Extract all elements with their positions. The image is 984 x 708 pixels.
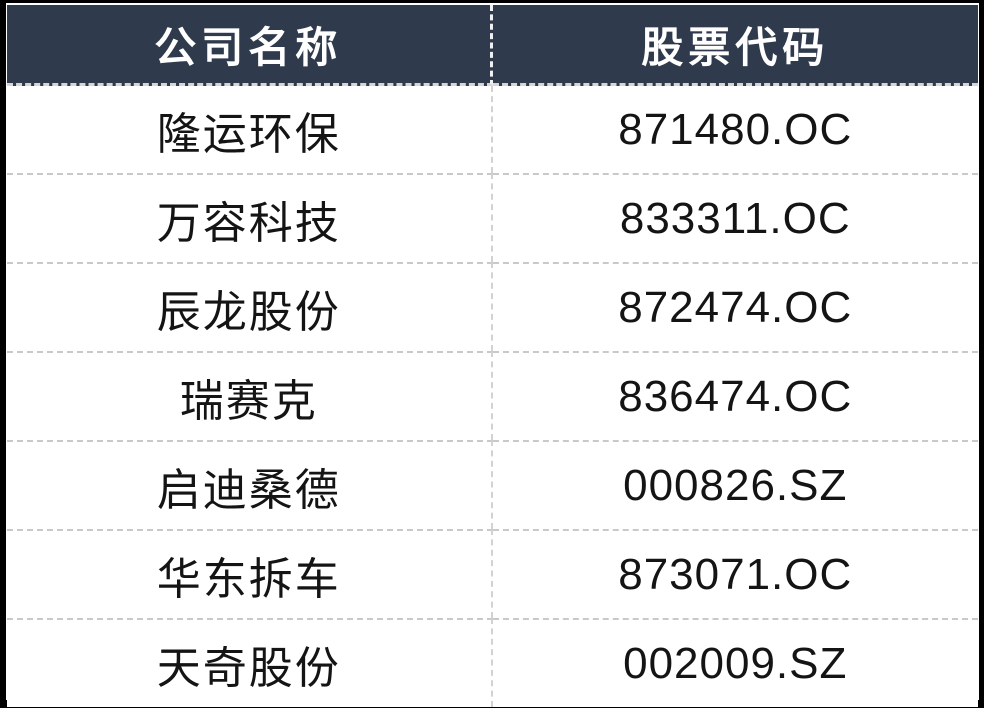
column-header-stock-code: 股票代码: [492, 5, 978, 86]
company-name-cell: 华东拆车: [7, 529, 493, 618]
company-name-cell: 辰龙股份: [7, 262, 493, 351]
header-row: 公司名称 股票代码: [7, 5, 978, 86]
company-name-cell: 天奇股份: [7, 618, 493, 707]
stock-table: 公司名称 股票代码 隆运环保 871480.OC 万容科技 833311.OC 辰龙股份…: [7, 5, 978, 707]
table-row: 万容科技 833311.OC: [7, 173, 978, 262]
table-row: 启迪桑德 000826.SZ: [7, 440, 978, 529]
company-name-cell: 启迪桑德: [7, 440, 493, 529]
table-row: 辰龙股份 872474.OC: [7, 262, 978, 351]
table-row: 天奇股份 002009.SZ: [7, 618, 978, 707]
table-body: 隆运环保 871480.OC 万容科技 833311.OC 辰龙股份 872474.OC 瑞…: [7, 86, 978, 707]
company-name-cell: 隆运环保: [7, 86, 493, 173]
stock-code-cell: 002009.SZ: [492, 618, 978, 707]
table-header: 公司名称 股票代码: [7, 5, 978, 86]
stock-code-cell: 833311.OC: [492, 173, 978, 262]
stock-code-cell: 873071.OC: [492, 529, 978, 618]
stock-code-cell: 872474.OC: [492, 262, 978, 351]
company-name-cell: 万容科技: [7, 173, 493, 262]
company-name-cell: 瑞赛克: [7, 351, 493, 440]
stock-code-cell: 871480.OC: [492, 86, 978, 173]
column-header-company-name: 公司名称: [7, 5, 493, 86]
table-row: 瑞赛克 836474.OC: [7, 351, 978, 440]
table-row: 隆运环保 871480.OC: [7, 86, 978, 173]
stock-code-cell: 000826.SZ: [492, 440, 978, 529]
stock-code-cell: 836474.OC: [492, 351, 978, 440]
table-row: 华东拆车 873071.OC: [7, 529, 978, 618]
